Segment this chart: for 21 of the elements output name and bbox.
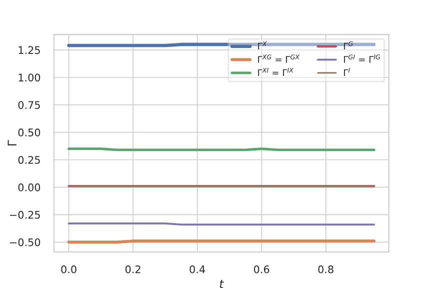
legend-label: Γ$^{X}$	[258, 41, 267, 50]
x-tick-label: 0.8	[318, 265, 334, 274]
y-axis-title: Γ	[8, 140, 16, 146]
legend-label: Γ$^{GI}$ = Γ$^{IG}$	[344, 54, 380, 63]
legend-label: Γ$^{I}$	[344, 68, 350, 76]
x-tick-label: 0.0	[61, 265, 76, 274]
legend-label: Γ$^{XI}$ = Γ$^{IX}$	[258, 68, 294, 76]
x-tick-label: 0.4	[190, 265, 205, 274]
y-tick-label: 0.00	[18, 183, 40, 192]
y-tick-label: 1.00	[18, 74, 40, 82]
legend-label: Γ$^{XG}$ = Γ$^{GX}$	[258, 54, 300, 63]
x-axis-title: t	[220, 280, 224, 288]
y-tick-label: 0.75	[18, 101, 40, 109]
y-tick-label: 1.25	[18, 46, 40, 54]
x-tick-label: 0.6	[254, 265, 270, 274]
x-tick-label: 0.2	[125, 265, 140, 274]
y-tick-label: −0.25	[10, 210, 40, 219]
y-tick-label: 0.25	[18, 156, 40, 164]
y-tick-label: −0.50	[10, 238, 40, 246]
legend-label: Γ$^{G}$	[344, 41, 353, 50]
y-tick-label: 0.50	[18, 128, 40, 136]
